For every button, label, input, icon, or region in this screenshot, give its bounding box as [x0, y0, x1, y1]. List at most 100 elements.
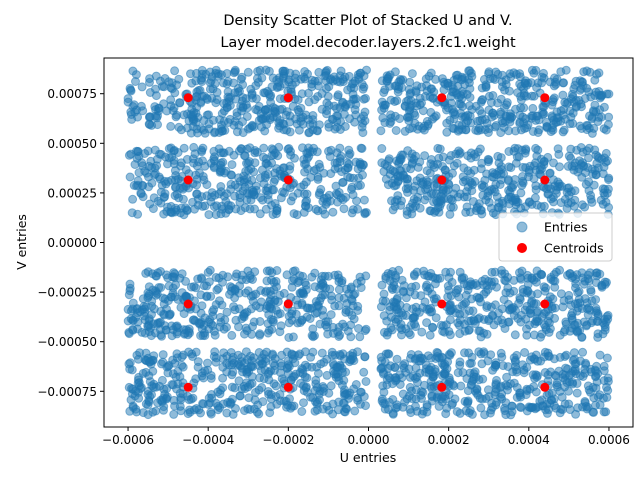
entry-point — [245, 405, 255, 414]
entry-point — [346, 355, 356, 365]
entry-point — [528, 370, 538, 380]
entry-point — [469, 149, 479, 159]
entry-point — [224, 146, 234, 156]
entry-point — [498, 361, 508, 371]
entry-point — [187, 78, 197, 88]
entry-point — [505, 187, 515, 197]
entry-point — [531, 65, 541, 75]
entry-point — [443, 292, 453, 302]
entry-point — [536, 202, 546, 212]
centroid-point — [437, 382, 447, 392]
entry-point — [351, 110, 361, 120]
entry-point — [390, 67, 400, 77]
entry-point — [435, 144, 445, 154]
entry-point — [552, 378, 562, 388]
entry-point — [145, 377, 155, 387]
entry-point — [590, 91, 600, 100]
entry-point — [580, 398, 590, 408]
centroid-point — [183, 299, 193, 309]
x-tick-label: 0.0004 — [508, 433, 550, 447]
entry-point — [124, 150, 134, 160]
entry-point — [484, 105, 494, 115]
entry-point — [478, 190, 488, 200]
entry-point — [516, 103, 526, 113]
entry-point — [432, 347, 442, 357]
legend-centroids-label: Centroids — [544, 241, 604, 256]
entry-point — [244, 190, 254, 199]
entry-point — [494, 202, 504, 212]
entry-point — [390, 97, 400, 106]
entry-point — [582, 146, 592, 156]
entry-point — [580, 368, 590, 378]
entry-point — [223, 76, 233, 86]
entry-point — [218, 383, 228, 393]
entry-point — [446, 348, 456, 358]
entry-point — [418, 406, 428, 416]
entry-point — [442, 118, 452, 128]
entry-point — [247, 90, 257, 100]
entry-point — [540, 368, 550, 377]
entry-point — [318, 205, 328, 215]
entry-point — [275, 94, 285, 104]
entry-point — [198, 156, 207, 166]
entry-point — [198, 143, 208, 153]
entry-point — [537, 78, 547, 88]
entry-point — [296, 182, 306, 192]
entry-point — [222, 408, 232, 418]
entry-point — [452, 74, 462, 84]
entry-point — [460, 112, 470, 122]
entry-point — [461, 290, 471, 300]
entry-point — [313, 368, 323, 378]
entry-point — [454, 125, 464, 135]
entry-point — [265, 297, 275, 306]
entry-point — [353, 301, 363, 311]
entry-point — [205, 67, 215, 77]
entry-point — [170, 292, 180, 302]
entry-point — [213, 71, 223, 81]
entry-point — [395, 380, 405, 389]
entry-point — [258, 114, 268, 124]
entry-point — [395, 370, 405, 380]
entry-point — [534, 115, 544, 125]
centroid-point — [283, 299, 293, 309]
entry-point — [326, 310, 336, 320]
entry-point — [315, 395, 324, 405]
entry-point — [548, 276, 558, 286]
entry-point — [240, 182, 250, 192]
entry-point — [263, 183, 273, 193]
entry-point — [524, 172, 533, 182]
entry-point — [454, 146, 464, 156]
entry-point — [145, 74, 155, 84]
entry-point — [304, 152, 314, 161]
entry-point — [447, 304, 457, 314]
entry-point — [405, 105, 415, 114]
entry-point — [466, 358, 476, 368]
entry-point — [559, 327, 569, 337]
entry-point — [143, 410, 153, 420]
entry-point — [572, 326, 582, 336]
entry-point — [281, 396, 291, 406]
entry-point — [515, 388, 525, 398]
entry-point — [359, 392, 369, 402]
entry-point — [348, 94, 358, 104]
entry-point — [476, 403, 486, 413]
entry-point — [325, 152, 335, 162]
entry-point — [531, 181, 541, 191]
entry-point — [169, 395, 179, 405]
entry-point — [237, 106, 247, 116]
entry-point — [245, 143, 255, 153]
entry-point — [179, 143, 189, 153]
entry-point — [429, 160, 439, 170]
entry-point — [603, 376, 613, 386]
entry-point — [182, 206, 192, 216]
entry-point — [440, 165, 450, 175]
entry-point — [407, 386, 416, 396]
entry-point — [145, 120, 155, 130]
entry-point — [277, 171, 287, 181]
entry-point — [262, 347, 272, 357]
entry-point — [263, 104, 273, 114]
entry-point — [169, 409, 179, 419]
entry-point — [476, 205, 486, 215]
entry-point — [276, 368, 285, 378]
entry-point — [571, 283, 580, 293]
